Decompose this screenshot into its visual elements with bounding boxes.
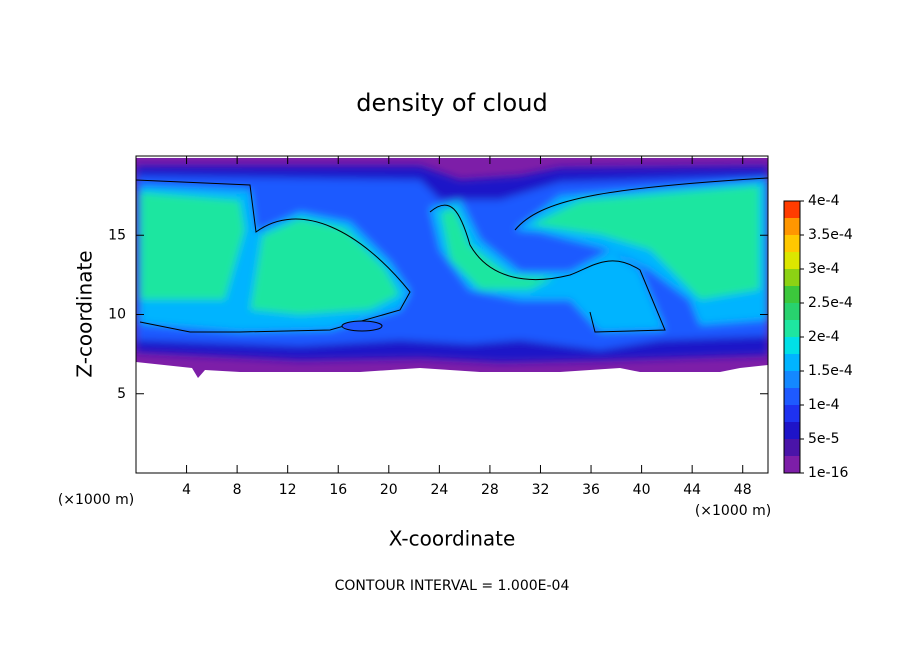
x-tick-label: 40	[633, 482, 651, 498]
colorbar-band	[784, 388, 800, 405]
y-tick-label: 10	[108, 307, 126, 323]
x-tick-label: 24	[430, 482, 448, 498]
y-tick-label: 5	[117, 386, 126, 402]
x-tick-label: 4	[182, 482, 191, 498]
colorbar-band	[784, 269, 800, 286]
colorbar-tick-label: 3e-4	[808, 261, 840, 277]
colorbar-tick-label: 1e-16	[808, 465, 848, 481]
colorbar-band	[784, 422, 800, 439]
colorbar-tick-label: 5e-5	[808, 431, 839, 447]
colorbar-band	[784, 354, 800, 371]
x-tick-label: 12	[279, 482, 297, 498]
colorbar-tick-label: 1e-4	[808, 397, 840, 413]
x-tick-label: 48	[734, 482, 752, 498]
x-tick-label: 8	[233, 482, 242, 498]
footer: CONTOUR INTERVAL = 1.000E-04	[335, 578, 570, 594]
x-unit: (×1000 m)	[695, 503, 771, 519]
colorbar-tick-label: 1.5e-4	[808, 363, 853, 379]
colorbar-band	[784, 235, 800, 252]
x-tick-label: 32	[532, 482, 550, 498]
y-unit: (×1000 m)	[58, 492, 134, 508]
colorbar-band	[784, 371, 800, 388]
contour-field	[136, 158, 768, 378]
colorbar-band	[784, 337, 800, 354]
x-axis-label: X-coordinate	[389, 527, 516, 551]
x-tick-label: 20	[380, 482, 398, 498]
x-tick-label: 28	[481, 482, 499, 498]
colorbar-band	[784, 439, 800, 456]
y-tick-label: 15	[108, 227, 126, 243]
x-tick-label: 44	[683, 482, 701, 498]
colorbar-band	[784, 320, 800, 337]
colorbar-band	[784, 456, 800, 473]
colorbar-band	[784, 201, 800, 218]
colorbar-tick-label: 2e-4	[808, 329, 840, 345]
colorbar-tick-label: 4e-4	[808, 193, 840, 209]
colorbar-band	[784, 303, 800, 320]
colorbar-band	[784, 218, 800, 235]
chart-title: density of cloud	[356, 89, 547, 117]
colorbar-band	[784, 286, 800, 303]
colorbar-band	[784, 252, 800, 269]
colorbar-tick-label: 3.5e-4	[808, 227, 853, 243]
x-tick-label: 36	[582, 482, 600, 498]
colorbar-band	[784, 405, 800, 422]
y-axis-label: Z-coordinate	[73, 250, 97, 377]
x-tick-label: 16	[329, 482, 347, 498]
colorbar-tick-label: 2.5e-4	[808, 295, 853, 311]
